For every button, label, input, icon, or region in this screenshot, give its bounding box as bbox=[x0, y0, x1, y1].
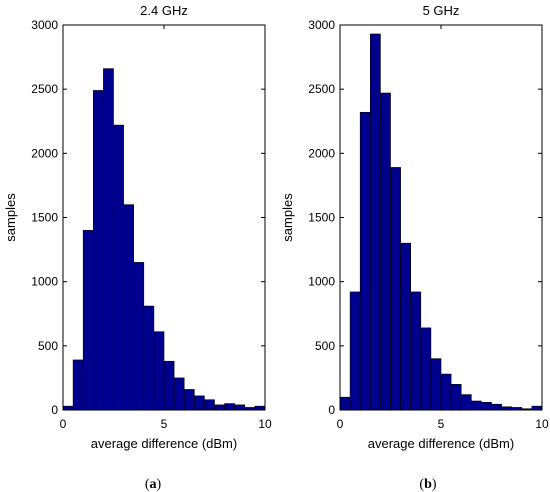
histogram-bar bbox=[204, 399, 215, 411]
histogram-bar bbox=[460, 394, 472, 411]
caption-a: (a) bbox=[145, 477, 162, 492]
histogram-bar bbox=[430, 358, 442, 411]
histogram-bar bbox=[254, 405, 266, 411]
x-tick-label: 10 bbox=[258, 417, 272, 431]
histogram-bar bbox=[420, 327, 432, 411]
histogram-bar bbox=[440, 373, 452, 411]
x-tick-label: 5 bbox=[438, 417, 445, 431]
histogram-bar bbox=[400, 242, 412, 411]
histogram-bar bbox=[113, 124, 124, 411]
x-tick-label: 0 bbox=[337, 417, 344, 431]
histogram-bar bbox=[103, 68, 114, 411]
y-tick-label: 2500 bbox=[31, 82, 58, 96]
y-tick-label: 3000 bbox=[31, 18, 58, 32]
y-tick-label: 2000 bbox=[308, 146, 335, 160]
y-tick-label: 1000 bbox=[308, 275, 335, 289]
histogram-bar bbox=[390, 167, 401, 411]
y-tick-label: 500 bbox=[38, 339, 58, 353]
histogram-bar bbox=[82, 230, 94, 411]
histogram-bar bbox=[183, 389, 195, 411]
chart-5ghz: 0 500 1000 1500 2000 2500 3000 0 5 10 5 GHz average… bbox=[280, 3, 549, 451]
y-tick-label: 0 bbox=[51, 403, 58, 417]
histogram-bar bbox=[62, 405, 74, 411]
histogram-bar bbox=[194, 395, 205, 411]
caption-b: (b) bbox=[419, 477, 436, 492]
histogram-bar bbox=[339, 396, 351, 411]
histogram-bar bbox=[470, 400, 482, 411]
histogram-bar bbox=[173, 377, 185, 411]
x-tick-label: 0 bbox=[60, 417, 67, 431]
y-tick-label: 1500 bbox=[308, 211, 335, 225]
y-axis-label: samples bbox=[3, 193, 18, 242]
histogram-bar bbox=[349, 291, 361, 411]
histogram-bar bbox=[410, 291, 422, 411]
y-axis-label: samples bbox=[280, 193, 295, 242]
histogram-bar bbox=[123, 204, 134, 411]
histogram-bar bbox=[380, 92, 391, 411]
y-tick-label: 2000 bbox=[31, 146, 58, 160]
chart-2-4ghz: 0 500 1000 1500 2000 2500 3000 0 5 10 2.4 GHz avera… bbox=[3, 3, 272, 451]
chart-title: 5 GHz bbox=[423, 3, 460, 18]
histogram-bar bbox=[491, 403, 502, 411]
y-tick-label: 2500 bbox=[308, 82, 335, 96]
histogram-bar bbox=[133, 262, 145, 411]
histogram-bar bbox=[531, 405, 543, 411]
histogram-bar bbox=[143, 305, 155, 411]
chart-title: 2.4 GHz bbox=[140, 3, 188, 18]
x-axis-label: average difference (dBm) bbox=[91, 436, 237, 451]
y-tick-label: 500 bbox=[315, 339, 335, 353]
histogram-bar bbox=[234, 404, 246, 411]
histogram-bar bbox=[153, 331, 165, 411]
histogram-bar bbox=[481, 401, 492, 411]
y-tick-label: 1000 bbox=[31, 275, 58, 289]
histogram-bar bbox=[93, 90, 104, 411]
histogram-bar bbox=[214, 404, 225, 411]
histogram-bar bbox=[72, 359, 84, 411]
x-tick-label: 10 bbox=[535, 417, 549, 431]
histogram-bar bbox=[450, 384, 462, 411]
histogram-bar bbox=[369, 33, 381, 411]
x-axis-label: average difference (dBm) bbox=[368, 436, 514, 451]
histogram-bar bbox=[359, 111, 371, 411]
x-tick-label: 5 bbox=[161, 417, 168, 431]
y-tick-label: 1500 bbox=[31, 211, 58, 225]
y-tick-label: 0 bbox=[328, 403, 335, 417]
histogram-bar bbox=[224, 403, 236, 411]
histogram-bar bbox=[163, 360, 175, 411]
y-tick-label: 3000 bbox=[308, 18, 335, 32]
